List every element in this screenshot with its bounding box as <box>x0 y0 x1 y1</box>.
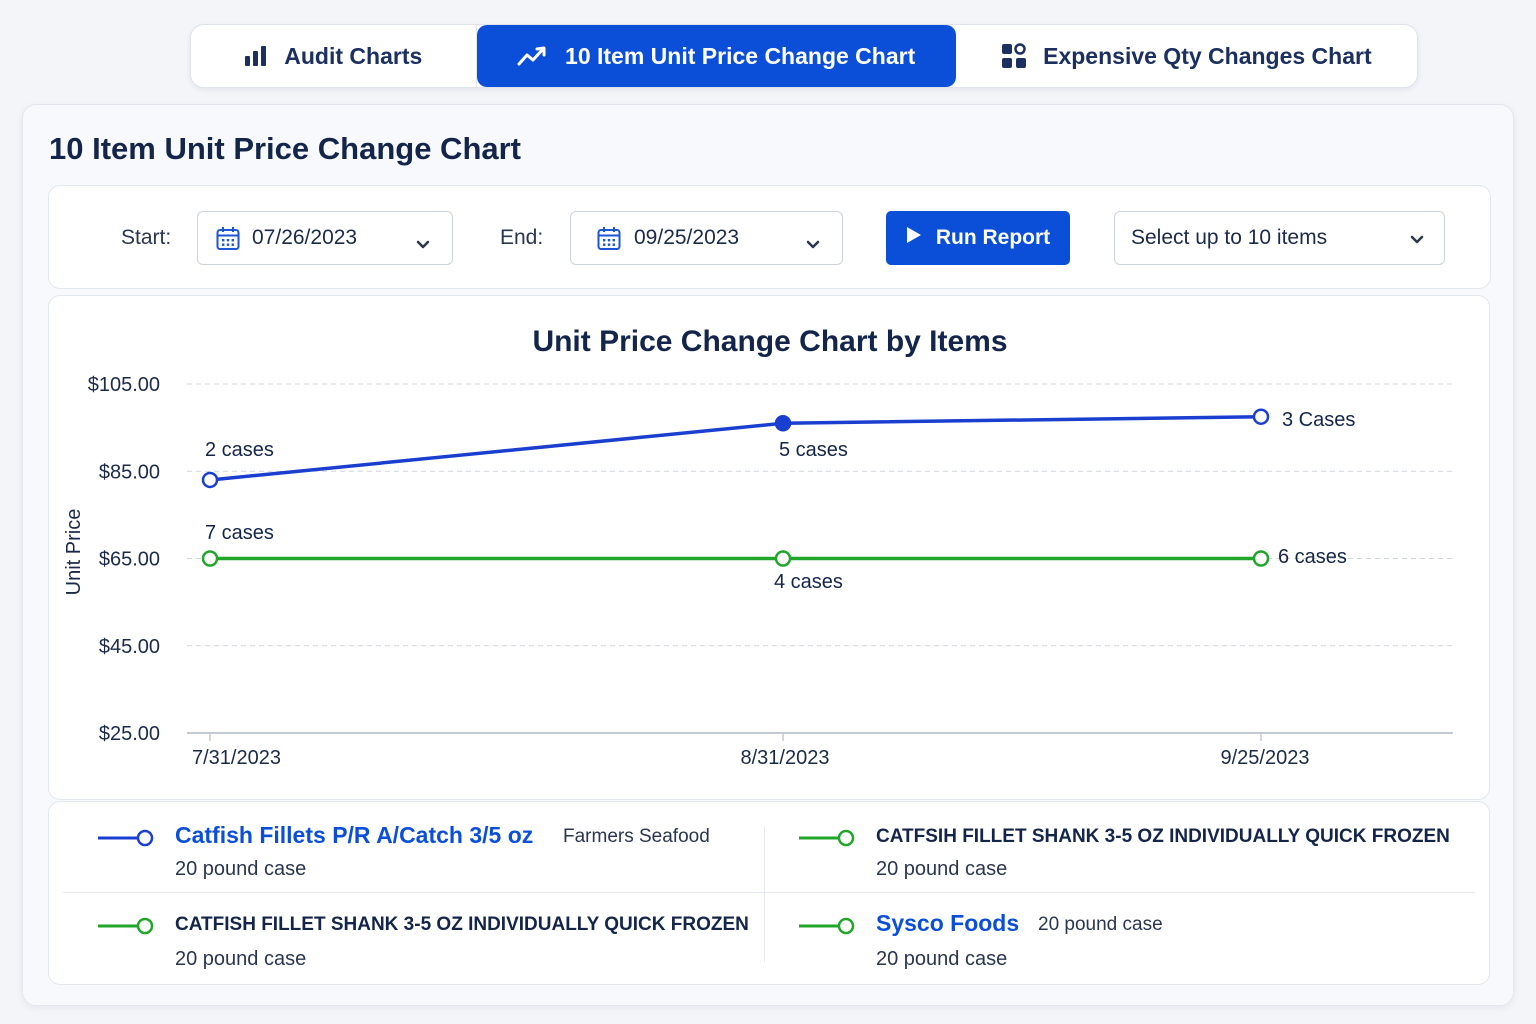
data-label: 6 cases <box>1278 546 1347 568</box>
legend-item-vendor: 20 pound case <box>1038 914 1163 935</box>
chart-title: Unit Price Change Chart by Items <box>532 325 1007 358</box>
legend-item-size: 20 pound case <box>175 948 307 970</box>
start-date-picker[interactable]: 07/26/2023 <box>197 211 453 265</box>
trend-line-icon <box>517 45 549 67</box>
line-marker-icon <box>98 829 154 847</box>
legend-item-name: CATFSIH FILLET SHANK 3-5 OZ INDIVIDUALLY… <box>876 826 1450 847</box>
start-date-label: Start: <box>121 226 172 249</box>
y-tick-label: $105.00 <box>88 374 160 396</box>
legend-item-size: 20 pound case <box>876 948 1008 970</box>
tab-expensive-qty-changes-chart[interactable]: Expensive Qty Changes Chart <box>956 25 1417 87</box>
data-point <box>774 415 792 432</box>
chart-tabs: Audit Charts 10 Item Unit Price Change C… <box>190 24 1418 88</box>
line-marker-icon <box>98 917 154 935</box>
legend-item-name[interactable]: Sysco Foods <box>876 910 1020 936</box>
legend-item-name[interactable]: Catfish Fillets P/R A/Catch 3/5 oz <box>175 822 534 848</box>
chevron-down-icon <box>416 232 430 256</box>
run-report-button[interactable]: Run Report <box>886 211 1070 265</box>
chevron-down-icon <box>1410 232 1424 250</box>
chart-card: Unit Price Change Chart by Items Unit Pri… <box>48 295 1490 800</box>
data-label: 4 cases <box>774 571 843 593</box>
item-select-dropdown[interactable]: Select up to 10 items <box>1114 211 1445 265</box>
bar-chart-icon <box>244 45 268 67</box>
end-date-value: 09/25/2023 <box>634 226 740 249</box>
calendar-icon <box>216 226 240 257</box>
legend-item-size: 20 pound case <box>175 858 307 880</box>
chevron-down-icon <box>806 232 820 256</box>
dashboard-icon <box>1001 43 1027 69</box>
y-tick-label: $45.00 <box>99 636 160 658</box>
tab-label: 10 Item Unit Price Change Chart <box>565 42 916 69</box>
tab-audit-charts[interactable]: Audit Charts <box>191 25 477 87</box>
line-marker-icon <box>799 829 855 847</box>
legend-item-vendor: Farmers Seafood <box>563 826 710 847</box>
data-label: 5 cases <box>779 439 848 461</box>
y-axis-label: Unit Price <box>63 509 85 596</box>
x-tick-label: 8/31/2023 <box>741 747 830 769</box>
unit-price-line-chart: Unit Price Change Chart by Items Unit Pri… <box>63 325 1453 769</box>
data-point <box>1252 550 1270 567</box>
y-tick-label: $25.00 <box>99 723 160 745</box>
legend-item-name: CATFISH FILLET SHANK 3-5 OZ INDIVIDUALLY… <box>175 914 749 935</box>
legend-divider <box>764 826 765 962</box>
x-tick-label: 7/31/2023 <box>192 747 281 769</box>
report-panel: 10 Item Unit Price Change Chart Start: 0… <box>22 104 1514 1006</box>
series-line-blue <box>209 414 1262 482</box>
calendar-icon <box>597 226 621 257</box>
filter-bar: Start: 07/26/2023 End: 09/25/2023 Ru <box>48 185 1491 289</box>
line-marker-icon <box>799 917 855 935</box>
tab-label: Audit Charts <box>284 42 423 69</box>
y-tick-label: $65.00 <box>99 549 160 571</box>
tab-label: Expensive Qty Changes Chart <box>1043 42 1372 69</box>
x-tick-label: 9/25/2023 <box>1221 747 1310 769</box>
run-report-label: Run Report <box>935 226 1051 249</box>
end-date-picker[interactable]: 09/25/2023 <box>570 211 843 265</box>
data-point <box>1252 408 1270 425</box>
end-date-label: End: <box>500 226 544 249</box>
data-point <box>201 550 219 567</box>
data-point <box>774 550 792 567</box>
play-icon <box>906 226 922 250</box>
data-point <box>201 471 219 489</box>
legend-item-size: 20 pound case <box>876 858 1008 880</box>
chart-legend: Catfish Fillets P/R A/Catch 3/5 oz Farme… <box>48 801 1490 985</box>
data-label: 3 Cases <box>1282 409 1355 431</box>
y-tick-label: $85.00 <box>99 461 160 483</box>
data-label: 7 cases <box>205 522 274 544</box>
item-select-placeholder: Select up to 10 items <box>1131 226 1328 249</box>
page-title: 10 Item Unit Price Change Chart <box>49 131 522 166</box>
start-date-value: 07/26/2023 <box>252 226 358 249</box>
data-label: 2 cases <box>205 439 274 461</box>
tab-unit-price-change-chart[interactable]: 10 Item Unit Price Change Chart <box>476 25 956 87</box>
legend-divider <box>63 892 1475 893</box>
